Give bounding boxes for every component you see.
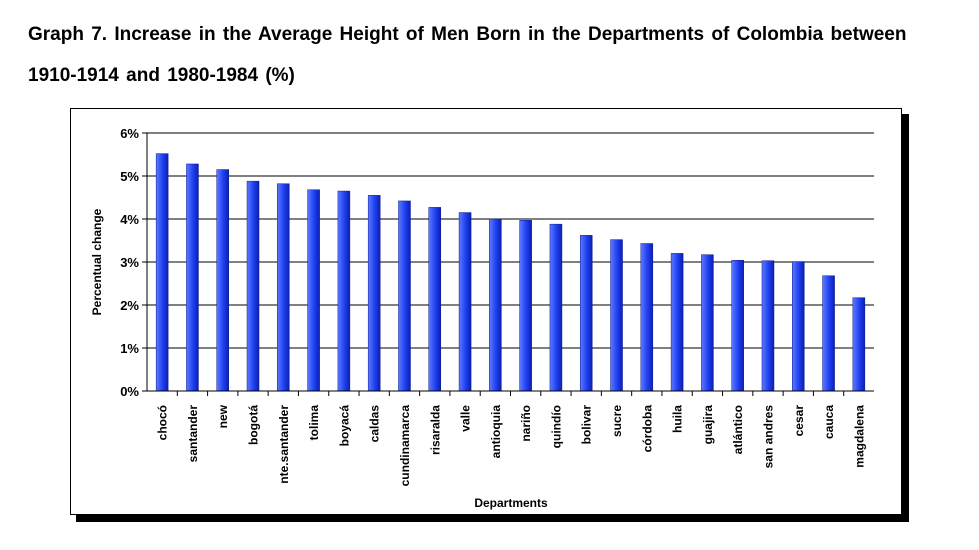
x-tick-label: guajira bbox=[701, 405, 715, 445]
bar-san-andres bbox=[761, 260, 775, 392]
y-tick-label: 0% bbox=[120, 384, 139, 399]
x-tick-label: córdoba bbox=[640, 405, 654, 453]
y-tick-label: 5% bbox=[120, 169, 139, 184]
y-tick-label: 2% bbox=[120, 298, 139, 313]
x-tick-label: santander bbox=[186, 405, 200, 463]
x-tick-label: tolima bbox=[307, 405, 321, 441]
bar-nari-o bbox=[519, 220, 532, 392]
bar-c-rdoba bbox=[640, 243, 654, 392]
bar-guajira bbox=[701, 254, 714, 392]
x-tick-label: bogotá bbox=[247, 405, 261, 445]
y-axis-label: Percentual change bbox=[90, 208, 104, 315]
x-tick-label: san andres bbox=[761, 405, 775, 469]
bar-huila bbox=[670, 253, 684, 392]
x-tick-label: chocó bbox=[156, 405, 170, 440]
chart-title: Graph 7. Increase in the Average Height … bbox=[28, 24, 907, 86]
x-tick-labels: chocó santander new bogotá nte.santander toli… bbox=[156, 391, 866, 487]
bar-risaralda bbox=[428, 207, 442, 392]
x-tick-label: valle bbox=[459, 405, 473, 432]
bar-bolivar bbox=[579, 235, 593, 392]
y-tick-label: 4% bbox=[120, 212, 139, 227]
y-tick-label: 3% bbox=[120, 255, 139, 270]
bar-santander bbox=[186, 163, 199, 392]
x-tick-label: cauca bbox=[822, 405, 836, 439]
bar-boyac- bbox=[337, 190, 351, 392]
x-tick-label: cundinamarca bbox=[398, 405, 412, 487]
x-tick-label: boyacá bbox=[337, 405, 351, 447]
x-tick-label: atlántico bbox=[731, 405, 745, 454]
bar-valle bbox=[458, 212, 472, 392]
bar-choc- bbox=[155, 153, 169, 392]
bar-bogot- bbox=[246, 180, 260, 392]
bar-magdalena bbox=[852, 297, 866, 392]
x-tick-label: quindío bbox=[549, 405, 563, 448]
y-tick-labels: 0% 1% 2% 3% 4% 5% 6% bbox=[120, 126, 147, 399]
bar-atl-ntico bbox=[731, 260, 744, 392]
x-tick-label: magdalena bbox=[852, 405, 866, 468]
gridlines bbox=[147, 132, 874, 349]
bar-new bbox=[216, 169, 229, 392]
x-axis-label: Departments bbox=[474, 496, 548, 510]
bar-cundinamarca bbox=[398, 200, 411, 392]
bars bbox=[155, 153, 866, 392]
x-tick-label: nariño bbox=[519, 405, 533, 442]
bar-tolima bbox=[307, 189, 320, 392]
bar-cesar bbox=[792, 261, 805, 392]
bar-nte-santander bbox=[277, 183, 290, 392]
bar-sucre bbox=[610, 239, 623, 392]
x-tick-label: cesar bbox=[792, 405, 806, 437]
bar-quind-o bbox=[549, 223, 563, 392]
x-tick-label: huila bbox=[671, 405, 685, 433]
x-tick-label: risaralda bbox=[428, 405, 442, 455]
x-tick-label: nte.santander bbox=[277, 405, 291, 484]
x-tick-label: caldas bbox=[368, 405, 382, 443]
x-tick-label: new bbox=[216, 404, 230, 428]
y-tick-label: 1% bbox=[120, 341, 139, 356]
x-tick-label: bolivar bbox=[580, 405, 594, 445]
x-tick-label: antioquia bbox=[489, 405, 503, 459]
bar-cauca bbox=[822, 275, 835, 392]
bar-antioquia bbox=[489, 218, 502, 392]
y-tick-label: 6% bbox=[120, 126, 139, 141]
bar-caldas bbox=[367, 195, 381, 392]
x-tick-label: sucre bbox=[610, 405, 624, 437]
